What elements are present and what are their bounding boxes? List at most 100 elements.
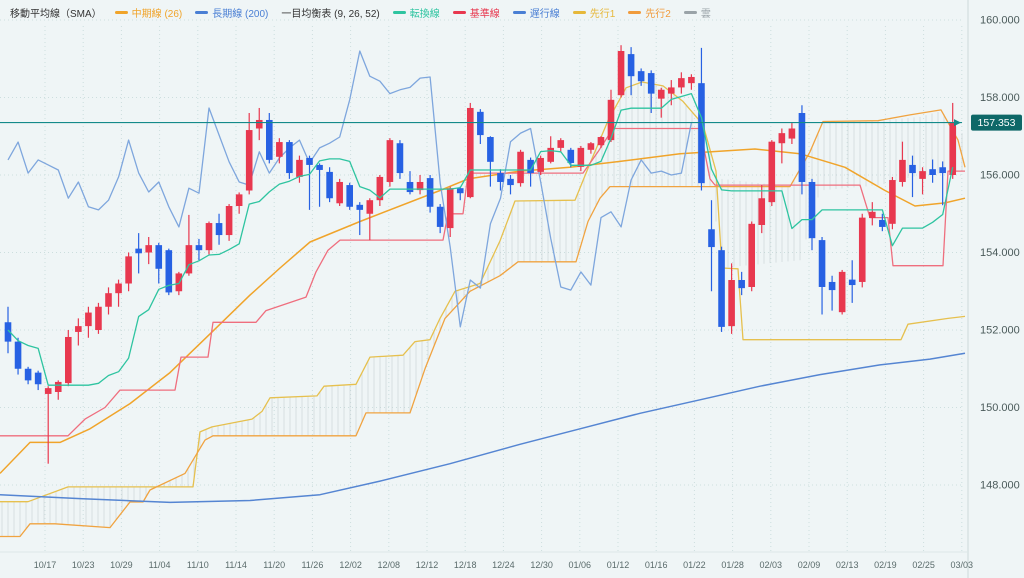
candle[interactable] bbox=[75, 318, 82, 346]
candle[interactable] bbox=[597, 136, 605, 148]
candle[interactable] bbox=[557, 138, 565, 152]
candle[interactable] bbox=[125, 252, 132, 292]
candle[interactable] bbox=[818, 237, 826, 315]
candle[interactable] bbox=[346, 182, 353, 210]
candle[interactable] bbox=[718, 246, 725, 332]
candle[interactable] bbox=[44, 386, 52, 464]
x-axis[interactable]: 10/17 10/23 10/29 11/04 11/10 11/14 11/20 11/26… bbox=[34, 560, 973, 570]
candle[interactable] bbox=[487, 136, 494, 187]
candle[interactable] bbox=[627, 47, 635, 96]
candle[interactable] bbox=[477, 109, 484, 144]
candle[interactable] bbox=[165, 248, 173, 296]
candle[interactable] bbox=[617, 45, 625, 98]
candle[interactable] bbox=[728, 263, 735, 334]
candle[interactable] bbox=[24, 366, 32, 385]
candle[interactable] bbox=[828, 275, 836, 311]
candle[interactable] bbox=[145, 237, 152, 265]
candle[interactable] bbox=[678, 72, 685, 94]
candle[interactable] bbox=[768, 140, 776, 206]
candle[interactable] bbox=[54, 380, 62, 400]
candle[interactable] bbox=[416, 175, 424, 195]
candle[interactable] bbox=[467, 102, 474, 199]
candle[interactable] bbox=[929, 159, 936, 183]
candle[interactable] bbox=[798, 105, 806, 195]
candle[interactable] bbox=[446, 186, 454, 237]
candle[interactable] bbox=[808, 178, 816, 251]
candle[interactable] bbox=[738, 271, 745, 296]
candle[interactable] bbox=[748, 221, 755, 292]
candle[interactable] bbox=[949, 102, 956, 179]
candle[interactable] bbox=[115, 279, 122, 307]
candle[interactable] bbox=[316, 163, 323, 207]
candle[interactable] bbox=[637, 68, 645, 86]
candle[interactable] bbox=[356, 202, 364, 236]
candle[interactable] bbox=[276, 138, 283, 164]
candle[interactable] bbox=[567, 147, 575, 168]
candle[interactable] bbox=[919, 167, 926, 195]
candle[interactable] bbox=[105, 287, 112, 315]
candle[interactable] bbox=[406, 171, 414, 195]
candle[interactable] bbox=[185, 214, 193, 276]
candle[interactable] bbox=[879, 213, 886, 232]
candle[interactable] bbox=[205, 221, 213, 255]
candle[interactable] bbox=[235, 192, 243, 214]
candle[interactable] bbox=[85, 306, 92, 338]
candle[interactable] bbox=[547, 136, 554, 164]
y-axis[interactable]: 160.000 158.000 156.000 154.000 152.000 150.0… bbox=[980, 15, 1020, 492]
candle[interactable] bbox=[647, 70, 655, 113]
candle[interactable] bbox=[899, 141, 906, 187]
candle[interactable] bbox=[195, 238, 203, 261]
candle[interactable] bbox=[296, 155, 303, 183]
candle[interactable] bbox=[34, 370, 42, 391]
candle[interactable] bbox=[135, 233, 142, 274]
candle[interactable] bbox=[366, 198, 374, 241]
candle[interactable] bbox=[386, 138, 394, 187]
legend-item-tenkan[interactable]: 転換線 bbox=[392, 5, 440, 20]
legend-item-chikou[interactable]: 遅行線 bbox=[512, 5, 560, 20]
legend-item-sma26[interactable]: 中期線 (26) bbox=[114, 5, 182, 20]
candle[interactable] bbox=[527, 157, 534, 187]
candle[interactable] bbox=[326, 167, 333, 203]
candle[interactable] bbox=[708, 200, 715, 292]
candle[interactable] bbox=[688, 74, 695, 90]
candle[interactable] bbox=[657, 87, 665, 118]
candle[interactable] bbox=[4, 306, 12, 354]
legend-item-sma200[interactable]: 長期線 (200) bbox=[195, 5, 268, 20]
candle[interactable] bbox=[255, 107, 263, 141]
candle[interactable] bbox=[788, 123, 796, 144]
candle[interactable] bbox=[396, 140, 404, 179]
candle[interactable] bbox=[778, 128, 786, 164]
candles-layer[interactable] bbox=[4, 45, 956, 464]
candle[interactable] bbox=[266, 113, 273, 164]
candle[interactable] bbox=[426, 175, 434, 213]
candle[interactable] bbox=[286, 140, 293, 179]
candle[interactable] bbox=[225, 204, 233, 241]
candle[interactable] bbox=[858, 213, 866, 288]
candle[interactable] bbox=[95, 302, 102, 334]
candle[interactable] bbox=[607, 89, 615, 143]
candle[interactable] bbox=[577, 145, 585, 172]
candle[interactable] bbox=[497, 169, 504, 191]
candle[interactable] bbox=[306, 155, 313, 210]
candle[interactable] bbox=[14, 337, 22, 375]
candle[interactable] bbox=[436, 204, 444, 234]
candle[interactable] bbox=[456, 186, 464, 201]
candle[interactable] bbox=[838, 269, 846, 315]
candle[interactable] bbox=[65, 330, 72, 387]
candle[interactable] bbox=[939, 161, 946, 206]
candle[interactable] bbox=[245, 113, 253, 195]
legend-item-senkou1[interactable]: 先行1 bbox=[572, 5, 615, 20]
legend-item-cloud[interactable]: 雲 bbox=[683, 5, 711, 20]
candle[interactable] bbox=[517, 149, 524, 187]
candle[interactable] bbox=[869, 202, 876, 226]
candle[interactable] bbox=[587, 142, 595, 154]
legend-item-senkou2[interactable]: 先行2 bbox=[628, 5, 671, 20]
legend-item-kijun[interactable]: 基準線 bbox=[452, 5, 500, 20]
candle[interactable] bbox=[155, 242, 163, 284]
candle[interactable] bbox=[848, 260, 856, 303]
candle[interactable] bbox=[909, 155, 916, 198]
candle[interactable] bbox=[537, 155, 544, 175]
candle[interactable] bbox=[668, 80, 675, 106]
candle[interactable] bbox=[507, 175, 514, 195]
